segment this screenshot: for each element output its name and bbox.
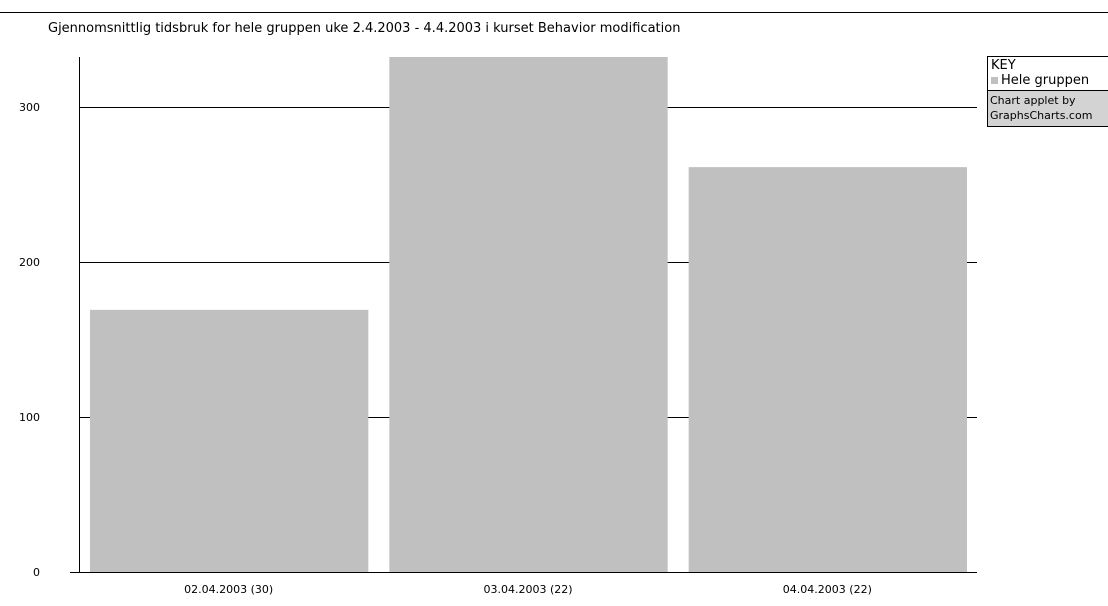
chart-title: Gjennomsnittlig tidsbruk for hele gruppe… [48,21,681,36]
y-tick-label-300: 300 [19,101,40,114]
y-tick-label-0: 0 [33,566,40,579]
legend-item-label: Hele gruppen [1001,73,1090,88]
credit-line-2: GraphsCharts.com [990,109,1093,122]
legend-item-hele-gruppen: Hele gruppen [991,73,1108,88]
top-border-line [0,12,1108,13]
chart-legend: KEY Hele gruppen Chart applet by GraphsC… [987,56,1108,127]
legend-swatch [991,77,998,84]
applet-credit[interactable]: Chart applet by GraphsCharts.com [987,91,1108,127]
credit-line-1: Chart applet by [990,94,1076,107]
legend-header: KEY [991,58,1016,73]
bar-2 [389,57,668,572]
y-tick-label-200: 200 [19,256,40,269]
x-tick-label-1: 02.04.2003 (30) [184,583,273,596]
bar-3 [688,167,967,572]
y-tick-label-100: 100 [19,411,40,424]
x-tick-label-2: 03.04.2003 (22) [483,583,572,596]
x-tick-label-3: 04.04.2003 (22) [783,583,872,596]
bar-1 [90,309,369,572]
legend-key-box: KEY Hele gruppen [987,56,1108,91]
